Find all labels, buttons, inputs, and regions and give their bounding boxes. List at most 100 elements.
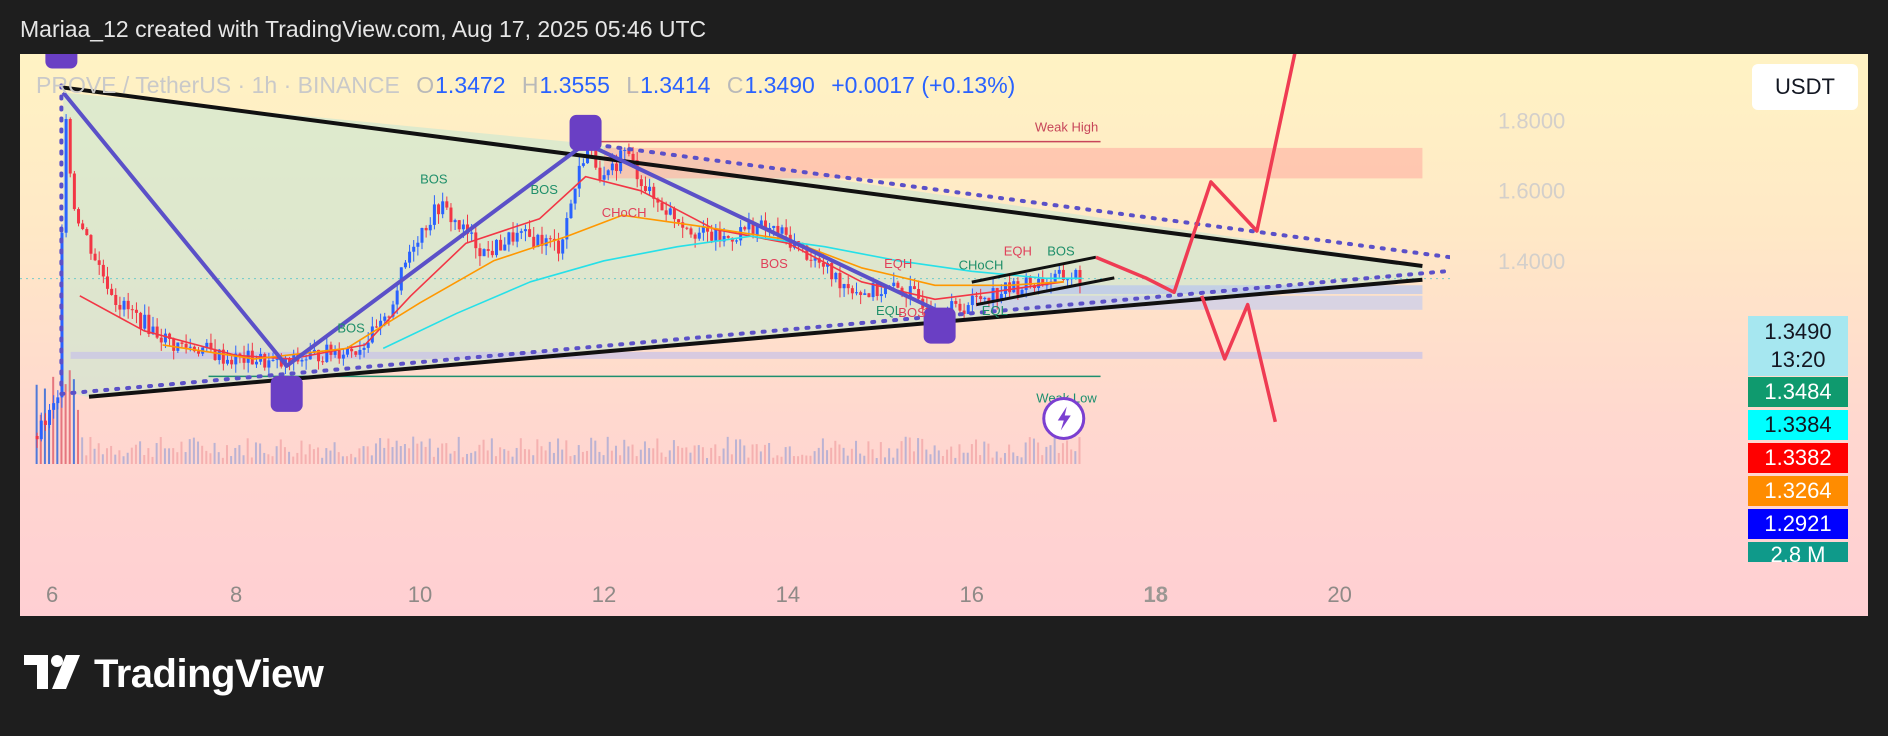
- volume-bar: [536, 439, 539, 464]
- volume-bar: [523, 449, 526, 464]
- volume-bar: [991, 457, 994, 464]
- candle-body: [77, 209, 81, 224]
- candle-body: [209, 342, 213, 350]
- candle-body: [776, 225, 780, 234]
- volume-bar: [1045, 446, 1048, 464]
- volume-bar: [941, 455, 944, 464]
- candle-body: [35, 435, 39, 440]
- candle-body: [395, 290, 399, 305]
- volume-bar: [788, 446, 791, 464]
- volume-bar: [1078, 437, 1081, 464]
- volume-bar: [1037, 442, 1040, 464]
- candle-body: [656, 198, 660, 203]
- volume-bar: [474, 451, 477, 464]
- volume-bar: [354, 457, 357, 464]
- volume-bar: [751, 444, 754, 464]
- volume-bar: [962, 452, 965, 464]
- candle-body: [250, 350, 254, 365]
- chart-panel[interactable]: Weak High Weak Low BOS BOS BOS CHoCH BOS EQH EQH…: [20, 54, 1868, 616]
- candle-body: [780, 227, 784, 234]
- candle-body: [420, 227, 424, 243]
- candle-body: [346, 348, 350, 355]
- candle-body: [424, 227, 428, 231]
- candle-body: [383, 316, 387, 321]
- candle-body: [130, 309, 134, 311]
- candle-body: [759, 220, 763, 226]
- price-tag: 1.3382: [1748, 443, 1848, 473]
- candle-body: [358, 349, 362, 355]
- volume-bar: [937, 450, 940, 464]
- volume-bar: [710, 447, 713, 464]
- volume-bar: [900, 441, 903, 464]
- volume-bar: [1020, 457, 1023, 464]
- annotation-label: EQL: [876, 303, 902, 318]
- x-tick-label: 16: [960, 582, 984, 607]
- candle-body: [97, 260, 101, 265]
- candle-body: [470, 232, 474, 234]
- annotation-label: EQL: [982, 303, 1008, 318]
- candle-body: [515, 232, 519, 242]
- open-value: 1.3472: [435, 72, 506, 98]
- volume-bar: [515, 447, 518, 464]
- volume-bar: [288, 451, 291, 464]
- volume-bar: [151, 456, 154, 464]
- volume-bar: [478, 444, 481, 464]
- volume-bar: [614, 445, 617, 464]
- volume-bar: [697, 445, 700, 464]
- channel-top-line: [971, 255, 1097, 284]
- volume-bar: [1024, 442, 1027, 464]
- candle-body: [279, 359, 283, 367]
- volume-bar: [979, 455, 982, 464]
- annotation-label: BOS: [898, 305, 926, 320]
- pivot-marker: [923, 307, 956, 344]
- candle-body: [321, 361, 325, 363]
- volume-bar: [391, 447, 394, 464]
- volume-bar: [863, 455, 866, 464]
- volume-bar: [482, 439, 485, 464]
- candle-body: [863, 293, 867, 295]
- symbol-name[interactable]: PROVE / TetherUS · 1h · BINANCE: [36, 72, 400, 98]
- high-value: 1.3555: [539, 72, 610, 98]
- candle-body: [354, 351, 358, 355]
- volume-bar: [780, 456, 783, 464]
- volume-bar: [830, 447, 833, 464]
- volume-bar: [581, 451, 584, 464]
- volume-bar: [681, 447, 684, 464]
- currency-selector-button[interactable]: USDT: [1752, 64, 1858, 110]
- volume-bar: [56, 401, 59, 464]
- volume-bar: [635, 456, 638, 464]
- candle-body: [838, 272, 842, 289]
- volume-bar: [68, 370, 71, 464]
- volume-bar: [246, 438, 249, 464]
- lightning-icon: [1042, 396, 1086, 440]
- volume-bar: [267, 454, 270, 464]
- change-value: +0.0017 (+0.13%): [831, 72, 1016, 98]
- candle-body: [730, 237, 734, 242]
- candle-body: [39, 420, 43, 440]
- candle-body: [118, 304, 122, 310]
- volume-bar: [677, 446, 680, 464]
- candle-body: [89, 235, 93, 254]
- candle-body: [93, 253, 97, 261]
- volume-bar: [590, 437, 593, 464]
- volume-bar: [929, 454, 932, 464]
- annotation-label: BOS: [420, 172, 448, 187]
- volume-bar: [999, 457, 1002, 464]
- volume-bar: [879, 442, 882, 464]
- ema-slow-line: [382, 235, 1083, 350]
- demand-box: [70, 351, 1423, 359]
- candle-body: [337, 350, 341, 359]
- volume-bar: [747, 457, 750, 464]
- candle-body: [412, 246, 416, 252]
- candle-body: [544, 238, 548, 246]
- volume-bar: [403, 444, 406, 464]
- y-tick-label: 1.4000: [1498, 249, 1565, 274]
- pivot-marker: [270, 375, 303, 412]
- volume-bar: [172, 448, 175, 464]
- volume-bar: [867, 441, 870, 464]
- volume-bar: [110, 445, 113, 464]
- volume-bar: [826, 450, 829, 464]
- candle-body: [387, 316, 391, 318]
- volume-bar: [648, 448, 651, 464]
